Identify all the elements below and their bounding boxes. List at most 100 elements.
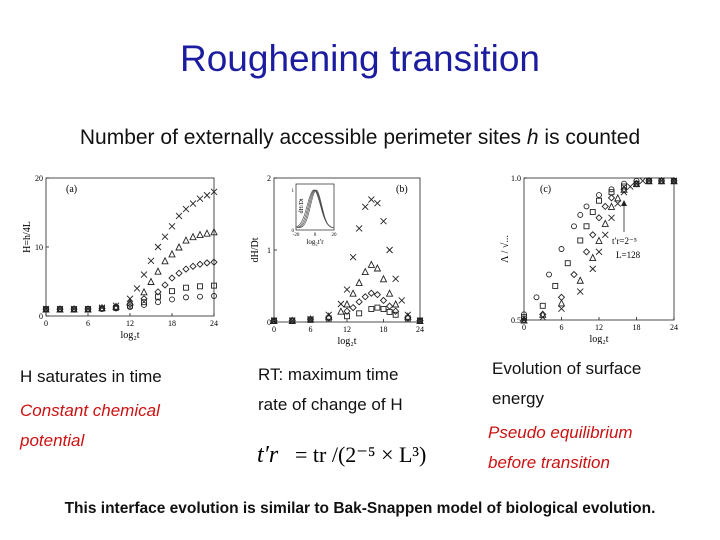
chart-b-s3-point-11 bbox=[404, 315, 411, 322]
chart-b-s1-point-9 bbox=[367, 260, 376, 268]
chart-a-s1-point-15 bbox=[196, 230, 204, 239]
chart-a-s0-point-9-b bbox=[147, 257, 155, 265]
chart-b-s0-point-5 bbox=[343, 286, 351, 293]
chart-c-s4-point-0 bbox=[521, 311, 527, 318]
chart-c-s4-point-2 bbox=[546, 271, 552, 278]
chart-b-s0-point-8-b bbox=[361, 203, 369, 211]
chart-a-s0-point-14-b bbox=[182, 205, 190, 213]
chart-b-xtick-label-2: 12 bbox=[343, 325, 351, 334]
chart-a-s1-point-13 bbox=[182, 236, 190, 244]
chart-a-s4-point-0 bbox=[43, 306, 49, 313]
chart-b-ylabel: dH/Dt bbox=[250, 237, 261, 262]
chart-c-annotation-1: L=128 bbox=[616, 250, 641, 260]
chart-c-s2-point-6 bbox=[595, 214, 603, 222]
chart-a-xtick-label-4: 24 bbox=[210, 319, 218, 328]
chart-a-s2-point-9 bbox=[161, 281, 169, 289]
chart-a-s0-point-12-b bbox=[168, 222, 176, 230]
chart-a-s2-point-11 bbox=[175, 269, 183, 277]
chart-c-s0-point-8 bbox=[614, 200, 622, 207]
chart-c-s0-point-6 bbox=[601, 231, 609, 239]
chart-a-s0-point-16 bbox=[196, 195, 204, 203]
chart-a-s2-point-8 bbox=[154, 288, 162, 296]
chart-a-frame bbox=[45, 177, 215, 317]
chart-b-xtick-label-1: 6 bbox=[309, 325, 313, 334]
chart-b-s0-point-12 bbox=[386, 246, 393, 254]
chart-c-s4-point-12 bbox=[658, 177, 665, 184]
caption-a-line1: H saturates in time bbox=[20, 367, 162, 386]
chart-b-s2-point-14 bbox=[416, 316, 424, 325]
chart-a-ytick-label-1: 10 bbox=[35, 243, 43, 252]
chart-b-s0-point-9-b bbox=[368, 196, 375, 203]
chart-a-s3-point-8 bbox=[155, 293, 161, 300]
chart-a-s0-point-15 bbox=[189, 200, 197, 207]
chart-c-s3-point-5 bbox=[583, 223, 590, 230]
subtitle-after: is counted bbox=[538, 126, 641, 149]
chart-c-s1-point-8 bbox=[614, 193, 622, 202]
chart-a-s0-point-18 bbox=[210, 188, 218, 196]
chart-b-s0-point-12-b bbox=[386, 246, 393, 254]
chart-b-s3-point-0 bbox=[271, 317, 277, 324]
chart-c-s0-point-2-b bbox=[558, 305, 565, 312]
chart-a-s3-point-11 bbox=[197, 283, 203, 290]
chart-a-svg: 0 6 12 18 24 0 10 20 log₂t H=h/4L (a) bbox=[22, 174, 218, 341]
subtitle-variable: h bbox=[526, 126, 539, 149]
chart-c-s2-point-8 bbox=[607, 194, 616, 202]
chart-b-s3-point-6 bbox=[368, 306, 375, 312]
chart-b-s2-point-11 bbox=[385, 302, 394, 310]
chart-c-s2-point-3 bbox=[570, 270, 578, 279]
chart-b-s0-point-9 bbox=[368, 196, 375, 203]
chart-a-s1-point-12 bbox=[175, 242, 183, 251]
chart-a-s0-point-7 bbox=[133, 285, 141, 292]
chart-c-s4-point-1 bbox=[533, 294, 540, 301]
chart-a-s1-point-7 bbox=[140, 287, 148, 296]
chart-a-s4-point-8 bbox=[155, 299, 161, 306]
chart-a-s1-point-14 bbox=[189, 232, 197, 241]
chart-c-s4-point-9 bbox=[621, 180, 627, 187]
chart-a-s0-point-9 bbox=[147, 257, 155, 265]
chart-b-s0-point-11 bbox=[380, 217, 387, 225]
chart-a-s1-point-11 bbox=[168, 249, 176, 258]
chart-c-svg: 0 6 12 18 24 0.5 1.0 log₂t Λ / √... (c) t′r=2⁻⁵ L=1… bbox=[500, 174, 678, 345]
chart-b-s0-point-10 bbox=[374, 199, 381, 207]
chart-b-s0-point-13-b bbox=[392, 275, 399, 283]
chart-a-panel-label: (a) bbox=[66, 184, 77, 195]
chart-b-s0-point-4-b bbox=[337, 300, 345, 308]
chart-c-s3-point-0 bbox=[521, 314, 527, 321]
inset-xtick-label-1: 0 bbox=[314, 233, 317, 238]
chart-a-xtick-label-2: 12 bbox=[126, 319, 134, 328]
chart-c-s4-point-6 bbox=[583, 203, 590, 210]
chart-c-s0-point-3 bbox=[576, 288, 584, 295]
chart-a-s4-point-10 bbox=[183, 294, 189, 301]
chart-b-xtick-label-0: 0 bbox=[272, 325, 276, 334]
chart-a-s0-point-10-b bbox=[154, 243, 162, 251]
chart-a-s2-point-12 bbox=[182, 265, 190, 273]
chart-c-annotation-0: t′r=2⁻⁵ bbox=[612, 236, 637, 246]
caption-c-line3: Pseudo equilibrium bbox=[488, 423, 633, 442]
chart-panel-a: 0 6 12 18 24 0 10 20 log₂t H=h/4L (a) bbox=[20, 172, 238, 342]
inset-ytick-label-0: 0 bbox=[292, 229, 295, 234]
chart-c-s1-point-4 bbox=[589, 253, 597, 261]
chart-a-s0-point-16-b bbox=[196, 195, 204, 203]
chart-a-s2-point-14 bbox=[196, 260, 204, 268]
chart-a-s0-point-10 bbox=[154, 243, 162, 251]
chart-b-s3-point-7 bbox=[374, 304, 381, 311]
chart-c-s2-point-9 bbox=[620, 185, 628, 193]
chart-b-s3-point-2 bbox=[307, 316, 314, 323]
inset-xlabel: log₂t′r bbox=[306, 238, 324, 246]
chart-b-s3-point-1 bbox=[289, 317, 296, 324]
chart-c-s3-point-6 bbox=[589, 209, 596, 216]
caption-c-line1: Evolution of surface bbox=[492, 359, 642, 378]
chart-c-s0-point-7 bbox=[608, 214, 615, 222]
caption-a-line2: Constant chemical bbox=[20, 401, 160, 420]
chart-b-xtick-label-4: 24 bbox=[416, 325, 424, 334]
chart-a-s3-point-12 bbox=[211, 282, 217, 289]
chart-c-s0-point-3-b bbox=[576, 288, 584, 295]
chart-c-xtick-label-2: 12 bbox=[595, 323, 603, 332]
inset-xtick-label-2: 20 bbox=[332, 233, 338, 238]
chart-c-s4-point-11 bbox=[646, 177, 652, 184]
chart-c-s0-point-5 bbox=[595, 248, 603, 256]
chart-a-s0-point-11-b bbox=[161, 233, 169, 240]
formula-svg: t′r = tr /(2⁻⁵ × L³) bbox=[257, 442, 426, 468]
chart-a-s2-point-16 bbox=[210, 258, 218, 266]
